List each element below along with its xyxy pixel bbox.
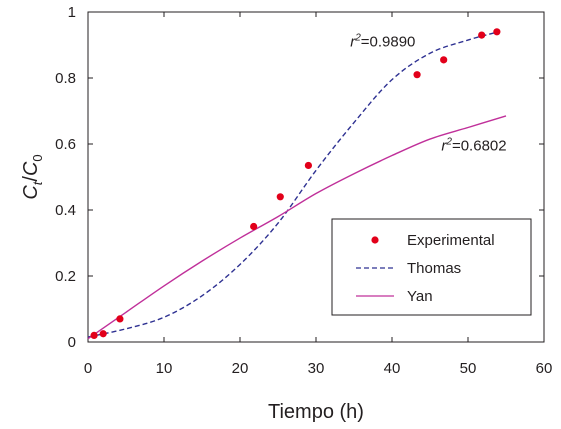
y-tick-label: 0 xyxy=(68,334,76,351)
data-point-experimental xyxy=(440,56,448,64)
series-line-thomas xyxy=(87,31,499,338)
x-tick-label: 0 xyxy=(84,360,92,377)
y-tick-labels: 0 0.2 0.4 0.6 0.8 1 xyxy=(55,4,76,351)
series-lines xyxy=(87,31,507,340)
y-axis-title-sub1: t xyxy=(30,180,45,185)
x-tick-label: 10 xyxy=(156,360,173,377)
y-axis-title-slash: / xyxy=(20,176,42,182)
y-axis-title-sub2: 0 xyxy=(30,154,45,161)
y-tick-label: 1 xyxy=(68,4,76,21)
legend-box xyxy=(331,218,532,316)
data-point-experimental xyxy=(276,193,284,201)
r2-annotations: r2=0.9890 r2=0.6802 xyxy=(350,33,506,155)
x-tick-labels: 0 10 20 30 40 50 60 xyxy=(84,360,553,377)
y-tick-label: 0.2 xyxy=(55,268,76,285)
legend: Experimental Thomas Yan xyxy=(331,218,532,316)
x-axis-title: Tiempo (h) xyxy=(268,401,364,423)
x-tick-label: 30 xyxy=(308,360,325,377)
data-point-experimental xyxy=(413,71,421,79)
data-point-experimental xyxy=(99,330,107,338)
y-axis-title-main-2: C xyxy=(20,161,42,176)
x-tick-label: 60 xyxy=(536,360,553,377)
legend-label-thomas: Thomas xyxy=(407,260,461,277)
series-points xyxy=(90,28,501,339)
x-tick-label: 40 xyxy=(384,360,401,377)
x-tick-label: 50 xyxy=(460,360,477,377)
data-point-experimental xyxy=(478,31,486,39)
r2-annotation: r2=0.9890 xyxy=(350,33,415,51)
data-point-experimental xyxy=(250,222,258,231)
legend-marker-experimental xyxy=(371,236,379,244)
data-point-experimental xyxy=(90,331,98,339)
r2-annotation: r2=0.6802 xyxy=(441,137,506,155)
y-axis-title-main: C xyxy=(20,185,42,200)
tick-marks xyxy=(87,11,545,343)
legend-label-yan: Yan xyxy=(407,288,433,305)
data-point-experimental xyxy=(116,315,124,323)
y-tick-label: 0.6 xyxy=(55,136,76,153)
y-axis-title: Ct/C0 xyxy=(20,154,45,199)
legend-label-experimental: Experimental xyxy=(407,232,495,249)
series-line-yan xyxy=(87,115,507,340)
x-tick-label: 20 xyxy=(232,360,249,377)
data-point-experimental xyxy=(493,28,501,36)
data-point-experimental xyxy=(304,161,312,170)
y-tick-label: 0.4 xyxy=(55,202,76,219)
y-tick-label: 0.8 xyxy=(55,70,76,87)
